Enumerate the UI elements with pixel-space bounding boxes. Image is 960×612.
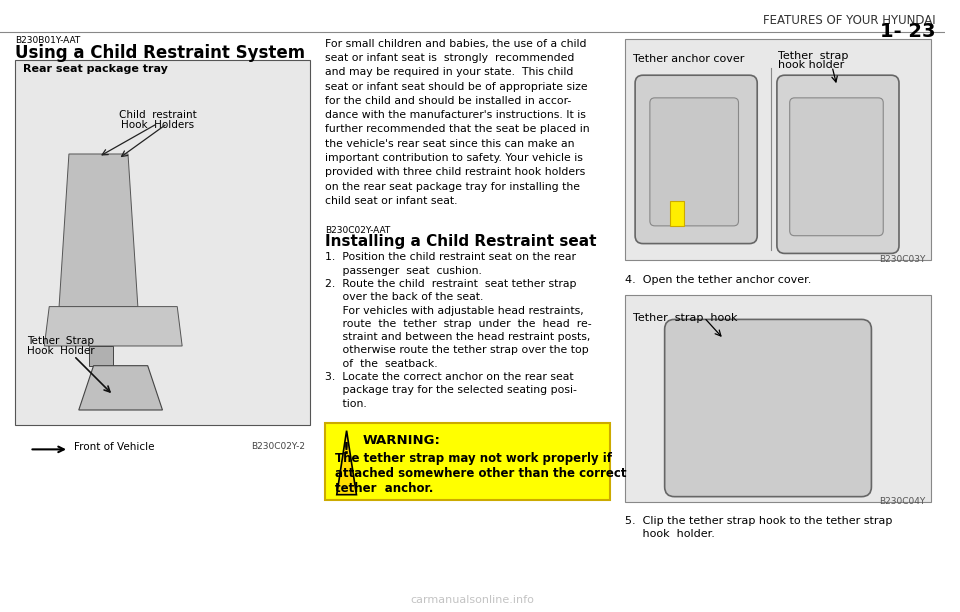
Text: B230C03Y: B230C03Y xyxy=(879,255,925,264)
FancyBboxPatch shape xyxy=(625,295,930,502)
Text: tether  anchor.: tether anchor. xyxy=(335,482,433,495)
Polygon shape xyxy=(44,307,182,346)
FancyBboxPatch shape xyxy=(650,98,738,226)
Text: Tether anchor cover: Tether anchor cover xyxy=(634,53,745,64)
Text: of  the  seatback.: of the seatback. xyxy=(324,359,438,369)
Polygon shape xyxy=(88,346,113,366)
Text: B230C02Y-2: B230C02Y-2 xyxy=(252,442,305,452)
Polygon shape xyxy=(337,431,356,494)
Text: Tether  Strap: Tether Strap xyxy=(27,336,93,346)
Text: otherwise route the tether strap over the top: otherwise route the tether strap over th… xyxy=(324,346,588,356)
Text: Front of Vehicle: Front of Vehicle xyxy=(74,442,155,452)
Text: passenger  seat  cushion.: passenger seat cushion. xyxy=(324,266,482,276)
Text: hook  holder.: hook holder. xyxy=(625,529,715,539)
Text: The tether strap may not work properly if: The tether strap may not work properly i… xyxy=(335,452,612,465)
FancyBboxPatch shape xyxy=(625,39,930,260)
Text: 4.  Open the tether anchor cover.: 4. Open the tether anchor cover. xyxy=(625,275,811,285)
Text: Hook  Holder: Hook Holder xyxy=(27,346,94,356)
Text: over the back of the seat.: over the back of the seat. xyxy=(324,293,483,302)
Text: Child  restraint: Child restraint xyxy=(119,110,197,120)
FancyBboxPatch shape xyxy=(777,75,899,253)
Text: important contribution to safety. Your vehicle is: important contribution to safety. Your v… xyxy=(324,153,583,163)
Text: B230C02Y-AAT: B230C02Y-AAT xyxy=(324,226,390,235)
Text: further recommended that the seat be placed in: further recommended that the seat be pla… xyxy=(324,124,589,135)
FancyBboxPatch shape xyxy=(324,423,611,499)
Text: 1.  Position the child restraint seat on the rear: 1. Position the child restraint seat on … xyxy=(324,252,576,263)
Text: WARNING:: WARNING: xyxy=(362,434,441,447)
Text: 1- 23: 1- 23 xyxy=(880,22,935,41)
Text: and may be required in your state.  This child: and may be required in your state. This … xyxy=(324,67,573,77)
Text: Installing a Child Restraint seat: Installing a Child Restraint seat xyxy=(324,234,596,248)
Text: 5.  Clip the tether strap hook to the tether strap: 5. Clip the tether strap hook to the tet… xyxy=(625,517,893,526)
Text: provided with three child restraint hook holders: provided with three child restraint hook… xyxy=(324,167,586,177)
Text: route  the  tether  strap  under  the  head  re-: route the tether strap under the head re… xyxy=(324,319,591,329)
Text: carmanualsonline.info: carmanualsonline.info xyxy=(411,595,535,605)
FancyBboxPatch shape xyxy=(790,98,883,236)
FancyBboxPatch shape xyxy=(664,319,872,497)
Text: For small children and babies, the use of a child: For small children and babies, the use o… xyxy=(324,39,587,49)
Text: Using a Child Restraint System: Using a Child Restraint System xyxy=(14,43,305,62)
Text: 2.  Route the child  restraint  seat tether strap: 2. Route the child restraint seat tether… xyxy=(324,279,576,289)
Text: Tether  strap: Tether strap xyxy=(778,51,849,61)
Text: the vehicle's rear seat since this can make an: the vehicle's rear seat since this can m… xyxy=(324,139,574,149)
Text: Hook  Holders: Hook Holders xyxy=(121,119,194,130)
Text: !: ! xyxy=(343,441,350,457)
Text: for the child and should be installed in accor-: for the child and should be installed in… xyxy=(324,96,571,106)
Text: on the rear seat package tray for installing the: on the rear seat package tray for instal… xyxy=(324,182,580,192)
Polygon shape xyxy=(60,154,138,307)
Text: package tray for the selected seating posi-: package tray for the selected seating po… xyxy=(324,386,577,395)
Text: straint and between the head restraint posts,: straint and between the head restraint p… xyxy=(324,332,590,342)
Text: seat or infant seat is  strongly  recommended: seat or infant seat is strongly recommen… xyxy=(324,53,574,63)
Text: seat or infant seat should be of appropriate size: seat or infant seat should be of appropr… xyxy=(324,81,588,92)
Text: Tether  strap  hook: Tether strap hook xyxy=(634,313,737,323)
Text: child seat or infant seat.: child seat or infant seat. xyxy=(324,196,457,206)
Text: dance with the manufacturer's instructions. It is: dance with the manufacturer's instructio… xyxy=(324,110,586,120)
Text: attached somewhere other than the correct: attached somewhere other than the correc… xyxy=(335,467,626,480)
Polygon shape xyxy=(669,201,684,226)
Polygon shape xyxy=(79,366,162,410)
FancyBboxPatch shape xyxy=(636,75,757,244)
Text: tion.: tion. xyxy=(324,398,367,409)
Text: 3.  Locate the correct anchor on the rear seat: 3. Locate the correct anchor on the rear… xyxy=(324,372,573,382)
Text: FEATURES OF YOUR HYUNDAI: FEATURES OF YOUR HYUNDAI xyxy=(763,14,935,27)
Text: B230B01Y-AAT: B230B01Y-AAT xyxy=(14,36,80,45)
FancyBboxPatch shape xyxy=(14,61,310,425)
Text: B230C04Y: B230C04Y xyxy=(879,497,925,506)
Text: For vehicles with adjustable head restraints,: For vehicles with adjustable head restra… xyxy=(324,305,584,316)
Text: Rear seat package tray: Rear seat package tray xyxy=(23,64,168,75)
Text: hook holder: hook holder xyxy=(778,61,844,70)
